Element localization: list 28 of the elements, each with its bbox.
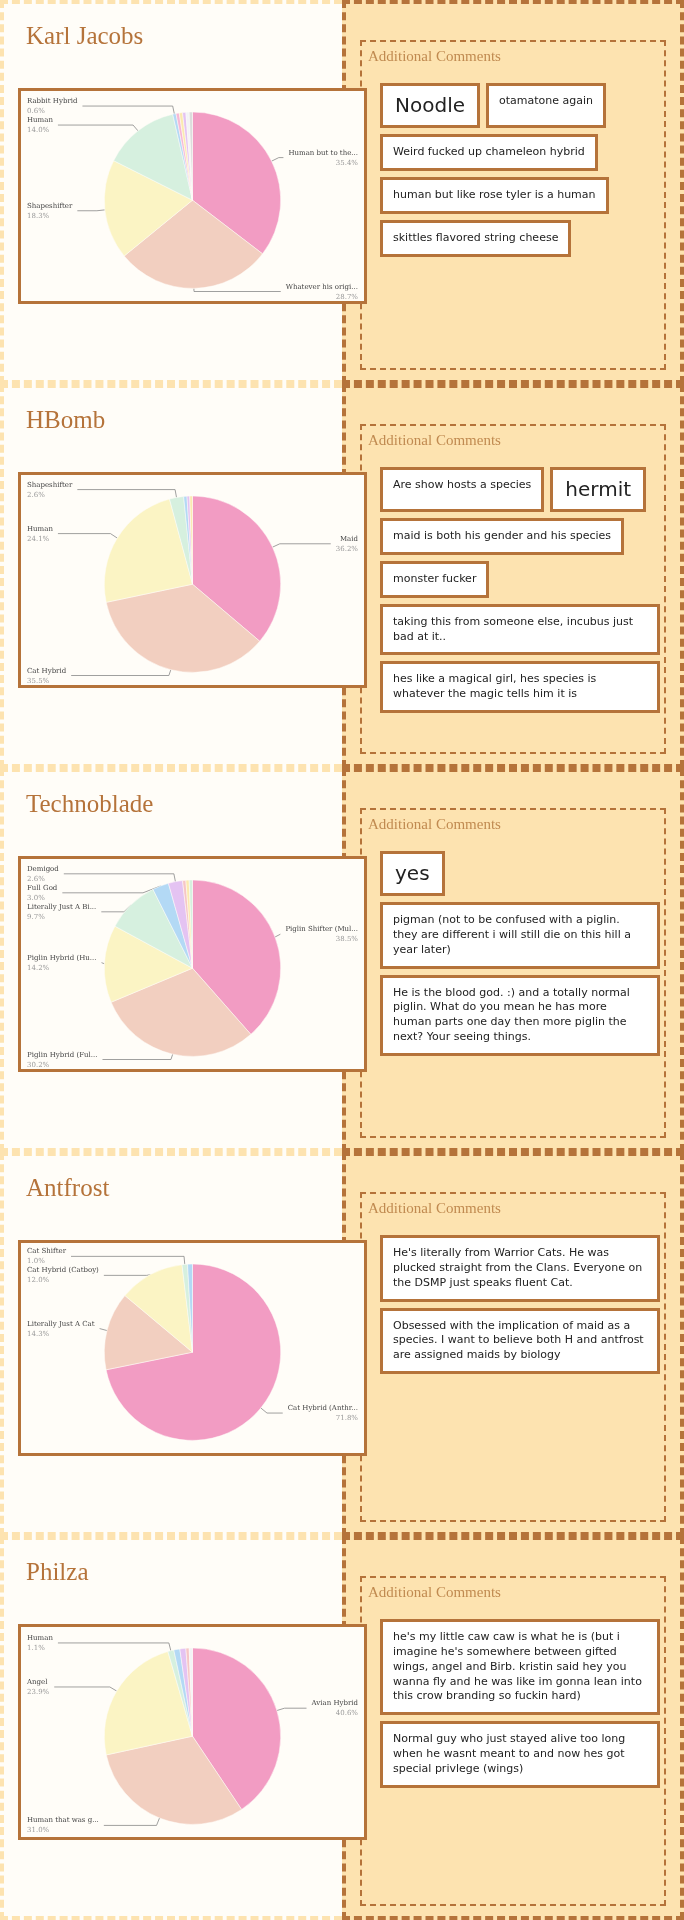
text: He's literally from Warrior Cats. He was plucked straight from the Clans. Everyone on the DSMP just speaks fluent Cat.: [380, 1235, 660, 1302]
text: yes: [380, 851, 445, 896]
text: pigman (not to be confused with a piglin. they are different i will still die on this hill a year later): [380, 902, 660, 969]
text: Obsessed with the implication of maid as a species. I want to believe both H and antfrost are assigned maids by biology: [380, 1307, 660, 1375]
text: Additional Comments: [368, 48, 502, 65]
text: Are show hosts a species: [380, 467, 545, 512]
chart-title: Technoblade: [26, 790, 154, 818]
text: taking this from someone else, incubus just bad at it..: [380, 603, 660, 656]
chart-title: Karl Jacobs: [26, 22, 144, 50]
text: otamatone again: [486, 83, 607, 128]
text: he's my little caw caw is what he is (but i imagine he's somewhere between gifted wings, angel and Birb. kristin said hey you wanna fly and he was like im gonna lean into this crow branding so fuckin hard): [380, 1619, 660, 1716]
text: He is the blood god. :) and a totally normal piglin. What do you mean he has more human parts one day then more piglin the next? Your seeing things.: [380, 974, 660, 1056]
text: hes like a magical girl, hes species is whatever the magic tells him it is: [380, 661, 660, 714]
chart-title: Philza: [26, 1558, 89, 1586]
text: hermit: [550, 467, 647, 512]
text: Additional Comments: [368, 432, 502, 449]
text: Normal guy who just stayed alive too long when he wasnt meant to and now hes got special privlege (wings): [380, 1721, 660, 1788]
text: monster fucker: [380, 560, 490, 598]
chart-title: Antfrost: [26, 1174, 110, 1202]
text: maid is both his gender and his species: [380, 518, 625, 555]
text: Weird fucked up chameleon hybrid: [380, 134, 598, 171]
text: Additional Comments: [368, 816, 502, 833]
text: Noodle: [380, 83, 480, 128]
chart-title: HBomb: [26, 406, 106, 434]
text: skittles flavored string cheese: [380, 219, 572, 257]
text: human but like rose tyler is a human: [380, 176, 609, 214]
text: Additional Comments: [368, 1200, 502, 1217]
text: Additional Comments: [368, 1584, 502, 1601]
